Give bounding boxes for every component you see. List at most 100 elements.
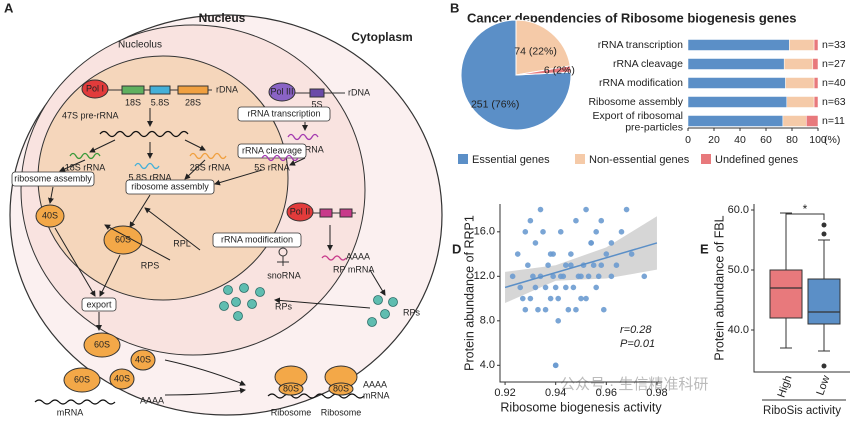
label: Nucleolus (118, 40, 162, 51)
watermark: 公众号 · 生信精准科研 (560, 376, 708, 393)
annotation: r=0.28 (620, 324, 652, 336)
annotation: P=0.01 (620, 338, 655, 350)
x-tick-label: 0.92 (494, 387, 515, 399)
point (522, 306, 529, 313)
label: 40S (135, 354, 151, 364)
legend-label: Undefined genes (715, 154, 799, 166)
y-tick-label: 12.0 (474, 270, 495, 282)
point (641, 273, 648, 280)
point (585, 273, 592, 280)
bar-segment (687, 115, 784, 127)
label: RPs (403, 307, 421, 317)
x-tick-label: 100 (809, 134, 827, 146)
significance-bracket (785, 213, 825, 220)
bar-segment (812, 58, 819, 70)
point (555, 318, 562, 324)
label: mRNA (363, 390, 390, 400)
label: snoRNA (267, 270, 301, 280)
point (514, 251, 521, 257)
gene (121, 85, 145, 95)
label: Pol I (86, 83, 104, 93)
label: Pol III (270, 86, 293, 96)
panel-letter: B (450, 0, 459, 15)
y-tick-label: 50.0 (728, 264, 749, 276)
point (552, 362, 559, 369)
point (527, 217, 534, 224)
gene (149, 85, 171, 95)
point (598, 262, 605, 268)
legend-swatch (458, 154, 468, 164)
point (522, 229, 529, 235)
panel-letter: D (452, 241, 461, 256)
box (807, 278, 841, 325)
outlier (821, 363, 827, 369)
point (578, 273, 584, 280)
y-tick-label: rRNA cleavage (613, 58, 683, 70)
label: 60S (94, 339, 110, 349)
point (583, 295, 589, 302)
trend-line (504, 242, 658, 289)
point (557, 273, 564, 280)
point (573, 306, 579, 313)
point (527, 295, 534, 302)
label: Pol II (290, 206, 311, 216)
x-tick-label: 0 (685, 134, 691, 146)
point (550, 273, 556, 280)
bar-segment (806, 115, 819, 127)
panel-title: Cancer dependencies of Ribosome biogenes… (467, 10, 796, 25)
point (537, 206, 544, 213)
annotation: n=27 (822, 58, 846, 70)
label: RPS (141, 260, 160, 270)
label: ribosome assembly (131, 181, 209, 191)
axis (753, 204, 850, 373)
point (550, 251, 556, 257)
legend-swatch (701, 154, 711, 164)
label: rRNA transcription (247, 108, 320, 118)
y-tick-label: 8.0 (480, 315, 495, 327)
bar-segment (786, 96, 815, 108)
x-tick-label: 0.96 (596, 387, 617, 399)
x-axis-label: RiboSis activity (763, 405, 841, 417)
label: Ribosome (321, 407, 362, 417)
pol (81, 79, 109, 99)
label: Cytoplasm (351, 30, 412, 44)
label: 5.8S (151, 97, 170, 107)
x-axis-label: (%) (824, 134, 840, 146)
point (570, 284, 577, 291)
bar-segment (782, 115, 807, 127)
label: AAAA (140, 395, 164, 405)
label: RPL (173, 238, 191, 248)
point (532, 240, 539, 246)
x-tick-label: Low (814, 374, 832, 397)
label: rRNA cleavage (242, 145, 302, 155)
diagram: Nucleus Cytoplasm Nucleolus Pol I rDNA 1… (9, 11, 443, 417)
label: 5S rRNA (254, 162, 290, 172)
y-tick-label: 60.0 (728, 204, 749, 216)
annotation: n=63 (822, 96, 846, 108)
outlier (821, 222, 827, 228)
point (557, 229, 564, 235)
point (565, 306, 572, 313)
legend-swatch (575, 154, 585, 164)
pie-slice (515, 19, 571, 76)
bar-segment (789, 39, 815, 51)
point (552, 284, 559, 291)
label: 28S rRNA (190, 162, 231, 172)
label: 60S (115, 234, 131, 244)
label: 60S (74, 374, 90, 384)
label: 5S (311, 99, 322, 109)
point (542, 306, 549, 313)
y-tick-label: rRNA transcription (598, 39, 683, 51)
label: ribosome assembly (14, 173, 92, 183)
x-tick-label: High (776, 374, 795, 399)
bar-segment (783, 58, 814, 70)
label: rDNA (348, 87, 370, 97)
x-tick-label: 0.98 (646, 387, 667, 399)
annotation: n=11 (822, 115, 845, 127)
point (603, 251, 610, 257)
bar-segment (687, 39, 790, 51)
legend-label: Essential genes (472, 154, 550, 166)
pol (286, 202, 314, 222)
label: 40S (42, 210, 58, 220)
label: rDNA (216, 84, 238, 94)
